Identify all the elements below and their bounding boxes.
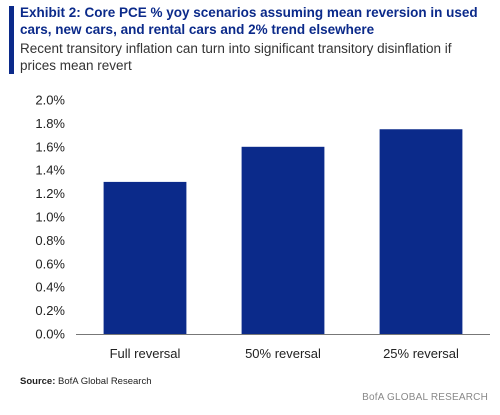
x-category-label: Full reversal <box>110 346 181 361</box>
chart-subtitle: Recent transitory inflation can turn int… <box>20 41 452 73</box>
y-tick-label: 0.8% <box>35 233 65 248</box>
y-tick-label: 2.0% <box>35 93 65 108</box>
x-category-label: 50% reversal <box>245 346 321 361</box>
source-note: Source: BofA Global Research <box>20 376 151 387</box>
brand-footer: BofA GLOBAL RESEARCH <box>362 392 488 403</box>
y-tick-label: 1.6% <box>35 139 65 154</box>
y-tick-label: 0.0% <box>35 327 65 342</box>
y-axis: 0.0% 0.2% 0.4% 0.6% 0.8% 1.0% 1.2% 1.4% 1.6% 1.8%… <box>35 93 65 342</box>
y-tick-label: 0.2% <box>35 303 65 318</box>
x-axis: Full reversal 50% reversal 25% reversal <box>110 346 459 361</box>
bar-full-reversal <box>103 181 187 334</box>
bar-25-reversal <box>379 129 463 334</box>
bars-group <box>103 129 463 334</box>
y-tick-label: 1.2% <box>35 186 65 201</box>
chart-title: Exhibit 2: Core PCE % yoy scenarios assu… <box>20 5 478 37</box>
y-tick-label: 1.8% <box>35 116 65 131</box>
source-label: Source: <box>20 376 56 387</box>
x-category-label: 25% reversal <box>383 346 459 361</box>
y-tick-label: 0.6% <box>35 256 65 271</box>
title-accent-bar <box>9 6 14 74</box>
y-tick-label: 1.4% <box>35 163 65 178</box>
y-tick-label: 1.0% <box>35 210 65 225</box>
source-text: BofA Global Research <box>55 376 152 387</box>
bar-50-reversal <box>241 146 325 334</box>
y-tick-label: 0.4% <box>35 280 65 295</box>
